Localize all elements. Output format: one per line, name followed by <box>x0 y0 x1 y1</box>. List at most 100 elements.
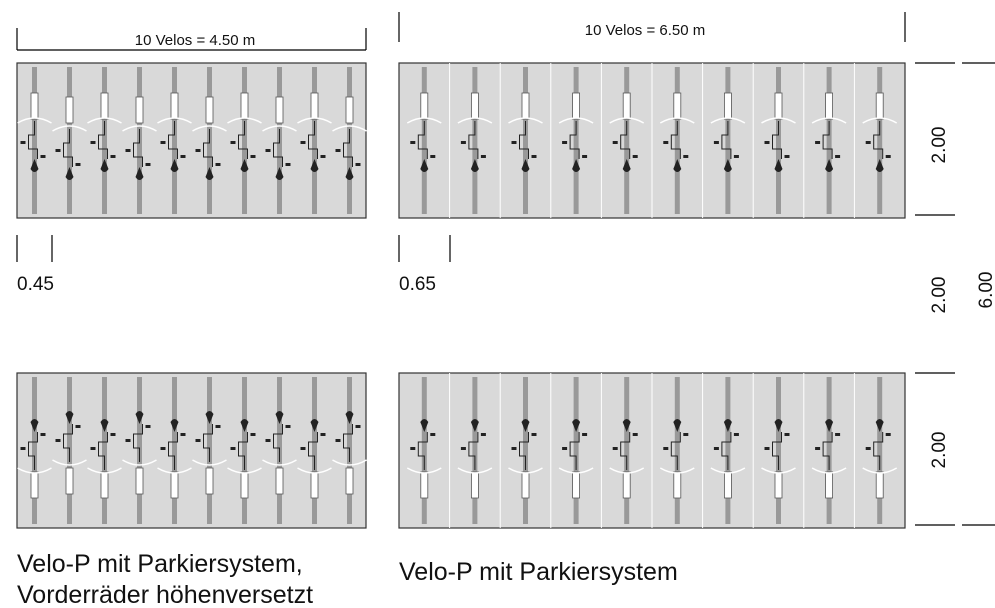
pedal <box>320 433 326 436</box>
saddle <box>470 159 479 172</box>
wheel <box>877 67 883 214</box>
saddle <box>572 159 581 172</box>
pedal <box>160 447 166 450</box>
frame <box>168 432 178 470</box>
wheel <box>523 377 528 524</box>
saddle <box>673 419 682 432</box>
frame <box>238 121 248 159</box>
rack <box>572 471 580 499</box>
saddle <box>135 411 144 424</box>
wheel <box>725 377 731 524</box>
bike <box>406 377 442 524</box>
bike <box>508 377 543 524</box>
pedal <box>663 447 669 450</box>
side-dimension: 2.00 <box>929 277 950 314</box>
bike <box>52 377 87 524</box>
frame <box>133 129 143 167</box>
pedal <box>180 433 186 436</box>
pedal <box>733 433 739 436</box>
saddle <box>205 167 214 180</box>
pedal <box>110 433 116 436</box>
handlebar <box>332 459 367 466</box>
pedal <box>75 163 81 166</box>
frame <box>873 121 884 159</box>
pedal <box>562 447 568 450</box>
handlebar <box>457 117 493 124</box>
pedal <box>865 141 871 144</box>
pedal <box>335 439 341 442</box>
rack <box>30 92 39 120</box>
pedal <box>110 155 116 158</box>
handlebar <box>558 467 594 474</box>
frame <box>468 432 479 470</box>
rack <box>100 92 109 120</box>
rack <box>825 471 833 499</box>
bike <box>761 67 796 214</box>
saddle <box>100 159 109 172</box>
rack <box>774 92 783 120</box>
bike <box>262 377 297 524</box>
handlebar <box>262 459 297 466</box>
saddle <box>135 167 144 180</box>
wheel <box>172 67 177 214</box>
pedal <box>713 447 719 450</box>
handlebar <box>862 117 898 124</box>
frame <box>873 432 884 470</box>
handlebar <box>862 467 898 474</box>
rack <box>521 92 530 120</box>
saddle <box>240 159 249 172</box>
frame <box>133 424 143 462</box>
saddle <box>622 419 631 432</box>
handlebar <box>17 117 52 124</box>
handlebar <box>508 467 543 474</box>
frame <box>620 121 631 159</box>
bike <box>710 377 746 524</box>
rack <box>310 471 319 499</box>
rack <box>240 471 249 499</box>
rack <box>100 471 109 499</box>
bike <box>457 67 493 214</box>
pedal <box>75 425 81 428</box>
handlebar <box>87 467 122 474</box>
pedal <box>20 447 26 450</box>
pedal <box>480 155 486 158</box>
pedal <box>430 155 436 158</box>
handlebar <box>332 125 367 132</box>
rack <box>572 92 580 120</box>
frame <box>772 121 782 159</box>
frame <box>308 121 318 159</box>
saddle <box>30 159 39 172</box>
pedal <box>145 163 151 166</box>
pedal <box>562 141 568 144</box>
pedal <box>145 425 151 428</box>
frame <box>822 432 833 470</box>
wheel <box>32 67 37 214</box>
rack <box>521 471 530 499</box>
pedal <box>230 141 236 144</box>
bike <box>811 377 847 524</box>
bike <box>122 377 157 524</box>
pedal <box>320 155 326 158</box>
handlebar <box>227 117 262 124</box>
pedal <box>430 433 436 436</box>
handlebar <box>811 467 847 474</box>
frame <box>343 424 353 462</box>
spacing-dimension: 0.45 <box>17 274 54 295</box>
frame <box>721 121 732 159</box>
pedal <box>160 141 166 144</box>
frame <box>308 432 318 470</box>
rack <box>275 96 284 124</box>
pedal <box>285 425 291 428</box>
rack <box>420 471 429 499</box>
pedal <box>663 141 669 144</box>
pedal <box>531 155 537 158</box>
pedal <box>460 447 466 450</box>
frame <box>620 432 631 470</box>
frame <box>417 432 428 470</box>
rack <box>275 467 284 495</box>
pedal <box>815 447 821 450</box>
wheel <box>674 67 680 214</box>
saddle <box>170 419 179 432</box>
pedal <box>632 433 638 436</box>
frame <box>203 129 213 167</box>
